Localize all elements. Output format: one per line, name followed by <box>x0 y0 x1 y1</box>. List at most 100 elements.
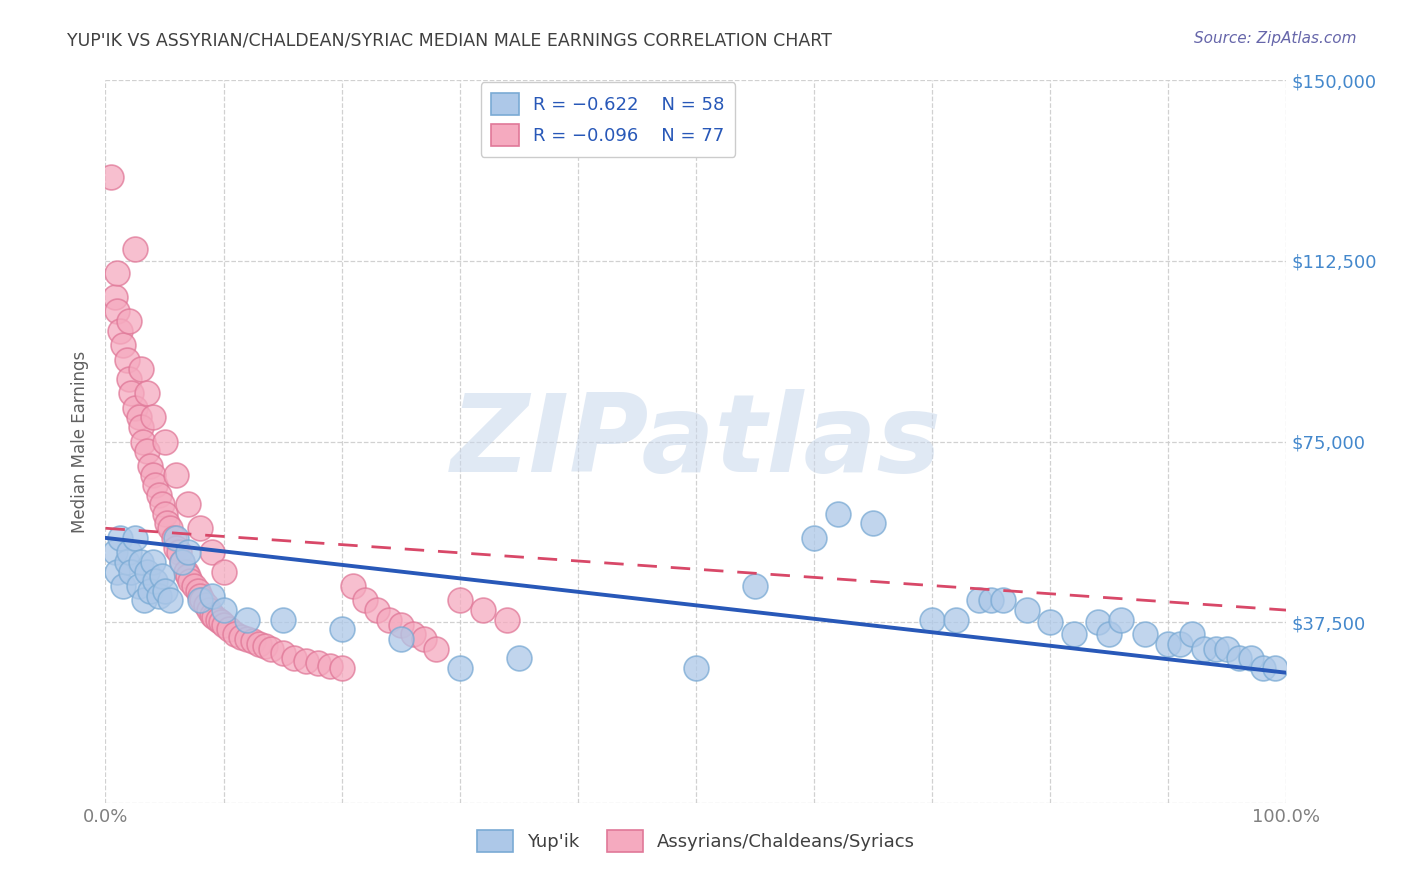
Point <box>236 613 259 627</box>
Point <box>159 521 181 535</box>
Point <box>153 583 176 598</box>
Point <box>1133 627 1156 641</box>
Point <box>112 579 135 593</box>
Point <box>1168 637 1191 651</box>
Point <box>177 569 200 583</box>
Point <box>236 632 259 646</box>
Point <box>135 386 157 401</box>
Point <box>194 599 217 613</box>
Point <box>124 242 146 256</box>
Point <box>1015 603 1038 617</box>
Legend: Yup'ik, Assyrians/Chaldeans/Syriacs: Yup'ik, Assyrians/Chaldeans/Syriacs <box>470 822 922 859</box>
Point <box>1192 641 1215 656</box>
Point <box>330 623 353 637</box>
Point <box>108 324 131 338</box>
Point <box>153 434 176 449</box>
Point <box>201 545 224 559</box>
Point <box>862 516 884 531</box>
Point <box>685 661 707 675</box>
Point <box>253 639 276 653</box>
Point <box>342 579 364 593</box>
Point <box>271 647 294 661</box>
Point <box>247 637 270 651</box>
Point <box>177 497 200 511</box>
Point <box>425 641 447 656</box>
Point <box>991 593 1014 607</box>
Point <box>115 352 138 367</box>
Point <box>1063 627 1085 641</box>
Point <box>153 507 176 521</box>
Point <box>165 531 187 545</box>
Point <box>105 304 128 318</box>
Point <box>124 401 146 415</box>
Point <box>224 627 246 641</box>
Point <box>803 531 825 545</box>
Point <box>105 565 128 579</box>
Point <box>472 603 495 617</box>
Point <box>1157 637 1180 651</box>
Point <box>118 314 141 328</box>
Point <box>163 531 186 545</box>
Point <box>172 555 194 569</box>
Point <box>174 565 197 579</box>
Point <box>115 555 138 569</box>
Y-axis label: Median Male Earnings: Median Male Earnings <box>72 351 90 533</box>
Point <box>124 531 146 545</box>
Point <box>165 541 187 555</box>
Point <box>100 169 122 184</box>
Point <box>283 651 305 665</box>
Point <box>129 555 152 569</box>
Point <box>330 661 353 675</box>
Point <box>108 531 131 545</box>
Point <box>295 654 318 668</box>
Point <box>118 545 141 559</box>
Point <box>744 579 766 593</box>
Point <box>172 555 194 569</box>
Point <box>143 478 166 492</box>
Point <box>105 266 128 280</box>
Point <box>319 658 342 673</box>
Point <box>120 386 142 401</box>
Point <box>188 521 211 535</box>
Point <box>142 410 165 425</box>
Point <box>128 410 150 425</box>
Point <box>389 632 412 646</box>
Point <box>202 610 225 624</box>
Text: ZIPatlas: ZIPatlas <box>450 389 942 494</box>
Point <box>389 617 412 632</box>
Point <box>413 632 436 646</box>
Point <box>143 574 166 589</box>
Point <box>167 545 190 559</box>
Point <box>354 593 377 607</box>
Point <box>177 545 200 559</box>
Point <box>212 603 235 617</box>
Point <box>827 507 849 521</box>
Point <box>191 593 214 607</box>
Point <box>139 458 162 473</box>
Point <box>118 372 141 386</box>
Point <box>201 589 224 603</box>
Point <box>159 593 181 607</box>
Point <box>150 569 173 583</box>
Point <box>921 613 943 627</box>
Point <box>212 617 235 632</box>
Point <box>142 555 165 569</box>
Point <box>980 593 1002 607</box>
Point <box>129 362 152 376</box>
Point <box>188 593 211 607</box>
Text: YUP'IK VS ASSYRIAN/CHALDEAN/SYRIAC MEDIAN MALE EARNINGS CORRELATION CHART: YUP'IK VS ASSYRIAN/CHALDEAN/SYRIAC MEDIA… <box>67 31 832 49</box>
Point <box>165 468 187 483</box>
Point <box>201 607 224 622</box>
Point <box>449 593 471 607</box>
Point <box>378 613 401 627</box>
Point <box>242 634 264 648</box>
Point <box>134 593 156 607</box>
Point <box>449 661 471 675</box>
Point <box>1251 661 1274 675</box>
Point <box>212 565 235 579</box>
Point <box>1181 627 1204 641</box>
Point <box>148 589 170 603</box>
Text: Source: ZipAtlas.com: Source: ZipAtlas.com <box>1194 31 1357 46</box>
Point <box>209 615 232 630</box>
Point <box>187 583 209 598</box>
